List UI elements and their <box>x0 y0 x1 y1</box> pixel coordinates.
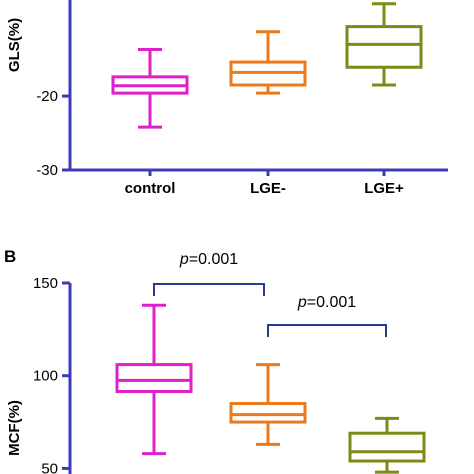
mcf-tick-label: 100 <box>33 368 58 385</box>
gls-category-label: LGE+ <box>364 180 404 197</box>
mcf-y-axis-title: MCF(%) <box>6 400 23 456</box>
mcf-tick-label: 150 <box>33 275 58 292</box>
gls-tick-label: -20 <box>36 88 58 105</box>
mcf-box-lge <box>348 416 426 474</box>
mcf-box-control <box>115 303 193 456</box>
gls-boxes <box>111 2 423 129</box>
gls-y-axis-title: GLS(%) <box>6 18 23 72</box>
gls-category-labels: control LGE- LGE+ <box>125 170 404 197</box>
gls-box-lge <box>229 30 307 95</box>
iqr-box <box>345 25 423 69</box>
gls-category-label: LGE- <box>250 180 286 197</box>
mcf-boxes <box>115 303 426 474</box>
bracket-line <box>153 283 265 296</box>
p-value-label: p=0.001 <box>179 251 238 268</box>
p-symbol: p <box>297 294 307 311</box>
mcf-box-lge <box>229 363 307 446</box>
gls-box-lge <box>345 2 423 87</box>
p-value-label: p=0.001 <box>297 294 356 311</box>
mcf-y-ticks: 50 100 150 <box>33 275 70 474</box>
gls-y-ticks: -30 -20 <box>36 88 70 179</box>
panel-a: -30 -20 control LGE- LGE+ GLS(%) <box>6 0 448 197</box>
significance-bracket: p=0.001 <box>267 294 387 337</box>
gls-box-control <box>111 48 189 129</box>
iqr-box <box>115 363 193 393</box>
significance-bracket: p=0.001 <box>153 251 265 296</box>
panel-b-letter: B <box>4 247 16 266</box>
mcf-tick-label: 50 <box>41 460 58 474</box>
iqr-box <box>348 431 426 463</box>
p-symbol: p <box>179 251 189 268</box>
gls-category-label: control <box>125 180 176 197</box>
p-value: =0.001 <box>307 294 356 311</box>
p-value: =0.001 <box>189 251 238 268</box>
iqr-box <box>229 402 307 424</box>
bracket-line <box>267 324 387 337</box>
gls-tick-label: -30 <box>36 162 58 179</box>
